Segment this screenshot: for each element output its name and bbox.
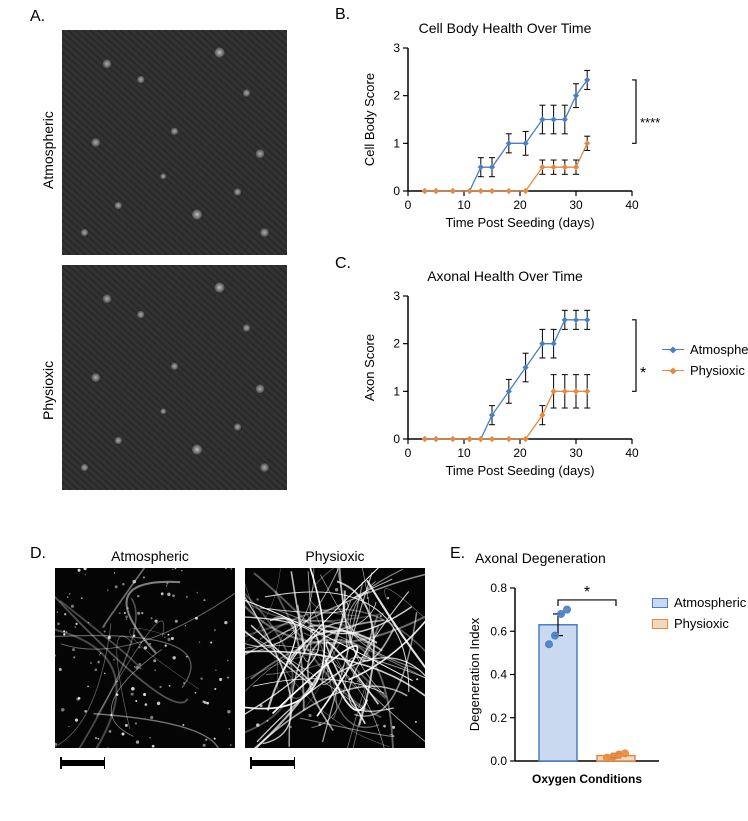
legend-line-atmospheric [662, 349, 684, 350]
svg-text:20: 20 [513, 446, 527, 460]
chart-e-title: Axonal Degeneration [475, 550, 675, 566]
svg-text:3: 3 [393, 289, 400, 303]
legend-e-row-atm: Atmospheric [652, 595, 746, 610]
svg-text:0: 0 [393, 184, 400, 198]
svg-text:Axon Score: Axon Score [362, 334, 377, 401]
micrograph-physioxic-axons [245, 568, 425, 748]
legend-box-phy [652, 619, 668, 629]
chart-c-title: Axonal Health Over Time [360, 268, 650, 284]
panel-d-left-caption: Atmospheric [65, 548, 235, 564]
chart-c-significance: * [640, 365, 646, 383]
panel-e-label: E. [450, 545, 465, 563]
svg-text:3: 3 [393, 41, 400, 55]
svg-text:1: 1 [393, 136, 400, 150]
svg-text:10: 10 [457, 198, 471, 212]
svg-text:0: 0 [405, 198, 412, 212]
svg-text:Degeneration Index: Degeneration Index [467, 617, 482, 731]
chart-axonal-health: Axonal Health Over Time 0123010203040Axo… [360, 268, 650, 483]
panel-a-bottom-caption: Physioxic [40, 310, 56, 470]
chart-b-title: Cell Body Health Over Time [360, 20, 650, 36]
svg-text:10: 10 [457, 446, 471, 460]
micrograph-atmospheric-cells [62, 30, 287, 255]
svg-text:30: 30 [569, 198, 583, 212]
svg-text:0.6: 0.6 [490, 624, 507, 638]
legend-e: Atmospheric Physioxic [652, 595, 746, 637]
svg-text:*: * [584, 584, 590, 601]
svg-text:40: 40 [625, 198, 639, 212]
svg-text:0.0: 0.0 [490, 754, 507, 768]
legend-line-physioxic [662, 370, 684, 371]
legend-text-physioxic: Physioxic [690, 363, 745, 378]
legend-e-row-phy: Physioxic [652, 616, 746, 631]
scale-bar-phy [250, 760, 295, 766]
panel-d-label: D. [30, 545, 46, 563]
panel-b-label: B. [335, 6, 350, 24]
fiber-svg-phy [245, 568, 425, 748]
legend-row-physioxic: Physioxic [662, 363, 748, 378]
panel-a-label: A. [30, 8, 45, 26]
legend-row-atmospheric: Atmospheric [662, 342, 748, 357]
fiber-svg-atm [55, 568, 235, 748]
chart-e-svg: 0.0 0.2 0.4 0.6 0.8 Degeneration Index Oxygen … [465, 570, 665, 795]
chart-b-svg: 0123010203040Cell Body ScoreTime Post Se… [360, 40, 650, 235]
svg-text:1: 1 [393, 384, 400, 398]
scale-bar-atm [60, 760, 105, 766]
svg-text:2: 2 [393, 89, 400, 103]
chart-c-svg: 0123010203040Axon ScoreTime Post Seeding… [360, 288, 650, 483]
legend-e-text-atm: Atmospheric [674, 595, 746, 610]
micrograph-atmospheric-axons [55, 568, 235, 748]
svg-text:0.2: 0.2 [490, 711, 507, 725]
chart-cell-body-health: Cell Body Health Over Time 0123010203040… [360, 20, 650, 235]
svg-text:2: 2 [393, 337, 400, 351]
svg-text:Time Post Seeding (days): Time Post Seeding (days) [445, 215, 594, 230]
svg-text:0.4: 0.4 [490, 668, 507, 682]
chart-axonal-degeneration: Axonal Degeneration 0.00.20.40.60.8Degen… [465, 550, 665, 795]
svg-text:Time Post Seeding (days): Time Post Seeding (days) [445, 463, 594, 478]
panel-c-label: C. [335, 255, 351, 273]
chart-b-significance: **** [640, 115, 660, 130]
panel-a-top-caption: Atmospheric [40, 70, 56, 230]
svg-text:0: 0 [405, 446, 412, 460]
svg-text:20: 20 [513, 198, 527, 212]
svg-text:0: 0 [393, 432, 400, 446]
svg-text:Oxygen Conditions: Oxygen Conditions [532, 772, 642, 786]
svg-text:0.8: 0.8 [490, 581, 507, 595]
legend-box-atm [652, 598, 668, 608]
micrograph-physioxic-cells [62, 265, 287, 490]
legend-text-atmospheric: Atmospheric [690, 342, 748, 357]
panel-d-right-caption: Physioxic [250, 548, 420, 564]
svg-text:30: 30 [569, 446, 583, 460]
svg-text:Cell Body Score: Cell Body Score [362, 73, 377, 166]
legend-e-text-phy: Physioxic [674, 616, 729, 631]
svg-text:40: 40 [625, 446, 639, 460]
legend-bc: Atmospheric Physioxic [662, 342, 748, 384]
